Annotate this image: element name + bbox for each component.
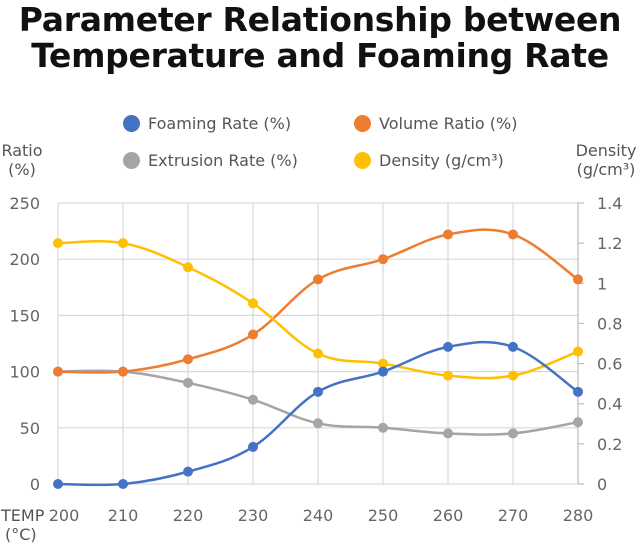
legend-item-volume-ratio: Volume Ratio (%): [354, 114, 517, 133]
data-point-extrusion-rate: [313, 418, 323, 429]
data-point-foaming-rate: [508, 341, 518, 352]
y-left-tick-label: 0: [30, 475, 40, 494]
legend-item-extrusion-rate: Extrusion Rate (%): [123, 151, 298, 170]
y-left-tick-label: 250: [9, 194, 40, 213]
data-point-extrusion-rate: [443, 428, 453, 439]
data-point-density-g-cm: [183, 262, 193, 273]
chart-title-line2: Temperature and Foaming Rate: [31, 36, 609, 75]
x-tick-label: 260: [433, 506, 464, 525]
right-axis-title-line1: Density: [575, 141, 637, 160]
legend-label: Volume Ratio (%): [379, 114, 518, 133]
chart-title-line1: Parameter Relationship between: [18, 0, 622, 39]
chart-title: Parameter Relationship between Temperatu…: [0, 2, 640, 74]
data-point-volume-ratio: [573, 274, 583, 285]
data-point-volume-ratio: [313, 274, 323, 285]
y-right-tick-label: 0.6: [597, 355, 622, 374]
data-point-foaming-rate: [183, 466, 193, 477]
x-tick-label: 270: [498, 506, 529, 525]
y-left-tick-label: 200: [9, 250, 40, 269]
y-right-tick-label: 0.2: [597, 435, 622, 454]
data-point-foaming-rate: [443, 341, 453, 352]
right-axis-title-line2: (g/cm³): [576, 160, 636, 179]
y-right-tick-label: 0.4: [597, 395, 622, 414]
data-point-extrusion-rate: [248, 394, 258, 405]
y-right-tick-label: 0: [597, 475, 607, 494]
y-right-tick-label: 1.2: [597, 234, 622, 253]
x-tick-label: 220: [173, 506, 204, 525]
data-point-density-g-cm: [248, 298, 258, 309]
legend-marker-icon: [354, 152, 371, 169]
y-right-tick-label: 1: [597, 274, 607, 293]
data-point-foaming-rate: [248, 441, 258, 452]
x-axis-title-line2: (°C): [5, 525, 37, 544]
x-tick-label: 250: [368, 506, 399, 525]
data-point-foaming-rate: [313, 386, 323, 397]
y-right-tick-label: 1.4: [597, 194, 622, 213]
data-point-extrusion-rate: [378, 422, 388, 433]
data-point-density-g-cm: [443, 370, 453, 381]
legend-marker-icon: [354, 115, 371, 132]
x-axis-title-line1: TEMP: [1, 506, 45, 525]
data-point-density-g-cm: [573, 346, 583, 357]
right-axis-title: Density (g/cm³): [572, 141, 640, 179]
data-point-volume-ratio: [443, 229, 453, 240]
x-axis-title: TEMP (°C): [0, 506, 46, 544]
data-point-extrusion-rate: [508, 428, 518, 439]
left-axis-title: Ratio (%): [0, 141, 44, 179]
y-left-tick-label: 100: [9, 363, 40, 382]
data-point-volume-ratio: [53, 366, 63, 377]
data-point-volume-ratio: [183, 354, 193, 365]
legend-marker-icon: [123, 115, 140, 132]
legend-label: Extrusion Rate (%): [148, 151, 298, 170]
data-point-extrusion-rate: [573, 417, 583, 428]
left-axis-title-line1: Ratio: [1, 141, 43, 160]
legend-label: Foaming Rate (%): [148, 114, 292, 133]
data-point-extrusion-rate: [183, 377, 193, 388]
data-point-density-g-cm: [313, 348, 323, 359]
y-left-tick-label: 150: [9, 306, 40, 325]
data-point-volume-ratio: [248, 329, 258, 340]
data-point-volume-ratio: [118, 366, 128, 377]
data-point-volume-ratio: [508, 229, 518, 240]
data-point-density-g-cm: [53, 238, 63, 249]
data-point-foaming-rate: [118, 479, 128, 489]
x-tick-label: 240: [303, 506, 334, 525]
legend-label: Density (g/cm³): [379, 151, 504, 170]
data-point-density-g-cm: [508, 370, 518, 381]
data-point-foaming-rate: [53, 479, 63, 489]
x-tick-label: 200: [49, 506, 80, 525]
x-tick-label: 230: [238, 506, 269, 525]
left-axis-title-line2: (%): [8, 160, 36, 179]
data-point-density-g-cm: [118, 238, 128, 249]
y-left-tick-label: 50: [20, 419, 40, 438]
legend-item-density: Density (g/cm³): [354, 151, 504, 170]
x-tick-label: 280: [563, 506, 594, 525]
data-point-foaming-rate: [378, 366, 388, 377]
legend-item-foaming-rate: Foaming Rate (%): [123, 114, 291, 133]
data-point-foaming-rate: [573, 386, 583, 397]
legend-marker-icon: [123, 152, 140, 169]
y-right-tick-label: 0.8: [597, 314, 622, 333]
x-tick-label: 210: [108, 506, 139, 525]
data-point-density-g-cm: [378, 358, 388, 369]
data-point-volume-ratio: [378, 254, 388, 265]
